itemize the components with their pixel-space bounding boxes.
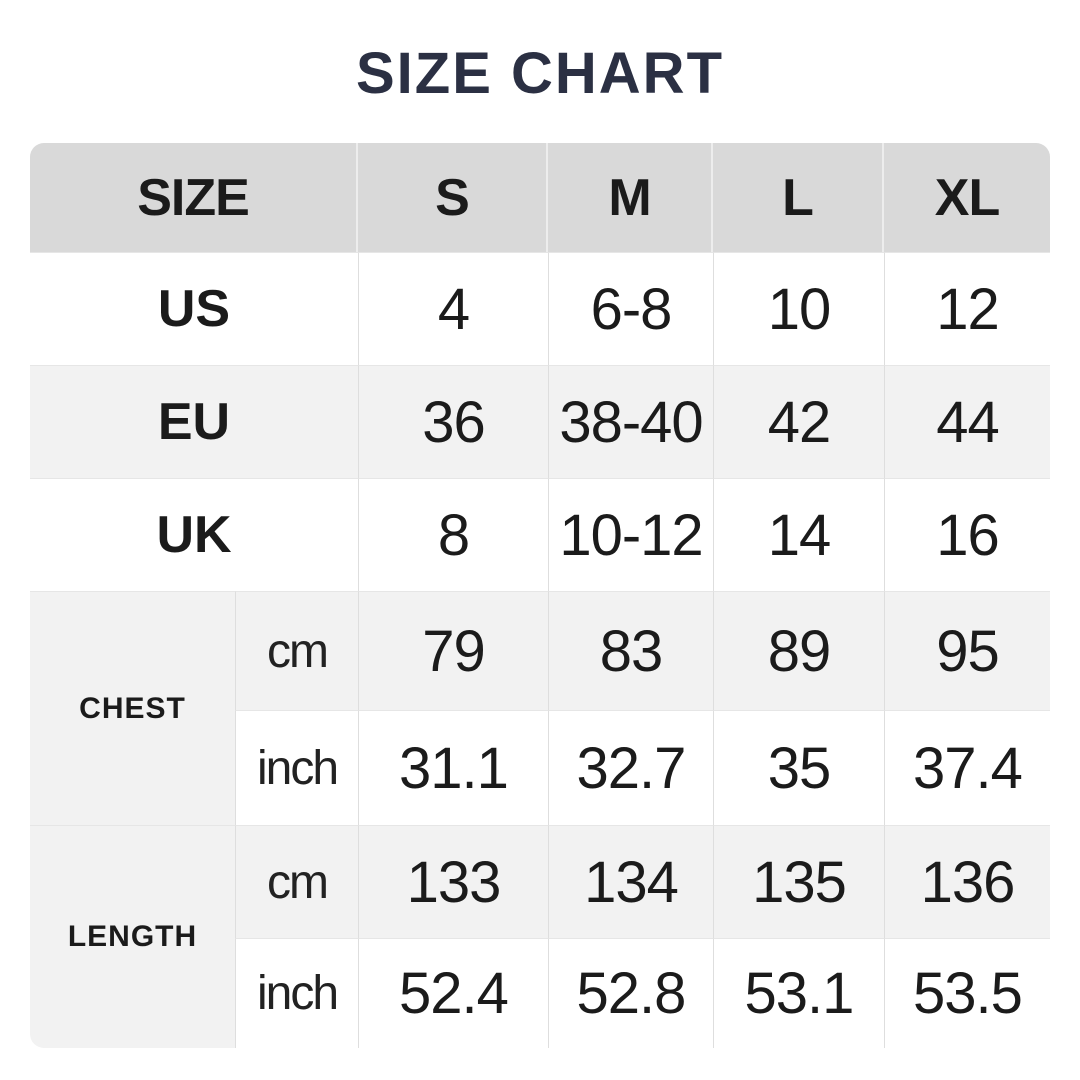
cell-chest-inch-xl: 37.4: [884, 710, 1050, 825]
section-label-length: LENGTH: [30, 825, 235, 1048]
cell-eu-xl: 44: [884, 365, 1050, 478]
cell-uk-m: 10-12: [548, 478, 713, 591]
header-cell-s: S: [358, 143, 548, 252]
cell-uk-xl: 16: [884, 478, 1050, 591]
cell-eu-m: 38-40: [548, 365, 713, 478]
row-label-uk: UK: [30, 478, 358, 591]
cell-us-xl: 12: [884, 252, 1050, 365]
cell-length-cm-m: 134: [548, 825, 713, 938]
unit-chest-inch: inch: [235, 710, 358, 825]
cell-chest-cm-m: 83: [548, 591, 713, 710]
cell-length-inch-s: 52.4: [358, 938, 548, 1048]
header-cell-size: SIZE: [30, 143, 358, 252]
row-label-eu: EU: [30, 365, 358, 478]
cell-length-cm-l: 135: [713, 825, 884, 938]
unit-chest-cm: cm: [235, 591, 358, 710]
cell-chest-cm-xl: 95: [884, 591, 1050, 710]
cell-uk-s: 8: [358, 478, 548, 591]
cell-uk-l: 14: [713, 478, 884, 591]
page-title: SIZE CHART: [356, 41, 724, 106]
row-label-us: US: [30, 252, 358, 365]
header-cell-m: M: [548, 143, 713, 252]
cell-chest-cm-l: 89: [713, 591, 884, 710]
size-chart-table: SIZE S M L XL US 4 6-8 10 12 EU 36 38-40…: [30, 143, 1050, 1048]
cell-length-cm-s: 133: [358, 825, 548, 938]
cell-us-m: 6-8: [548, 252, 713, 365]
unit-length-cm: cm: [235, 825, 358, 938]
cell-us-l: 10: [713, 252, 884, 365]
header-cell-l: L: [713, 143, 884, 252]
cell-chest-inch-s: 31.1: [358, 710, 548, 825]
cell-us-s: 4: [358, 252, 548, 365]
cell-length-inch-xl: 53.5: [884, 938, 1050, 1048]
unit-length-inch: inch: [235, 938, 358, 1048]
cell-length-inch-l: 53.1: [713, 938, 884, 1048]
cell-length-inch-m: 52.8: [548, 938, 713, 1048]
cell-eu-s: 36: [358, 365, 548, 478]
cell-length-cm-xl: 136: [884, 825, 1050, 938]
cell-eu-l: 42: [713, 365, 884, 478]
section-label-chest: CHEST: [30, 591, 235, 825]
header-cell-xl: XL: [884, 143, 1050, 252]
cell-chest-inch-m: 32.7: [548, 710, 713, 825]
cell-chest-cm-s: 79: [358, 591, 548, 710]
cell-chest-inch-l: 35: [713, 710, 884, 825]
